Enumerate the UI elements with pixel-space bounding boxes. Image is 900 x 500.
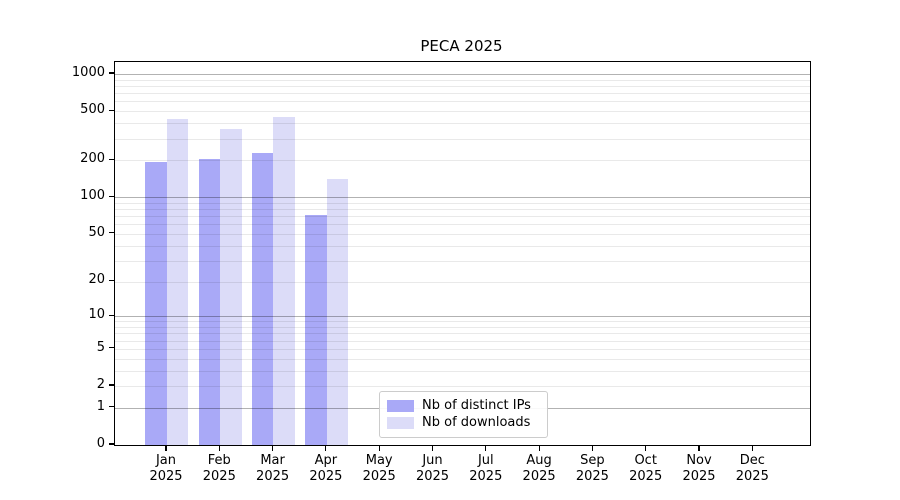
minor-gridline — [115, 79, 810, 81]
minor-gridline — [115, 111, 810, 113]
x-axis-tick-label: Mar 2025 — [256, 453, 290, 484]
x-axis-tick-label: Apr 2025 — [309, 453, 343, 484]
minor-gridline — [115, 93, 810, 95]
legend: Nb of distinct IPs Nb of downloads — [379, 391, 548, 438]
legend-label-downloads: Nb of downloads — [422, 415, 531, 430]
x-axis-tick — [431, 445, 434, 451]
minor-gridline — [115, 85, 810, 87]
y-axis-tick — [109, 232, 114, 234]
legend-swatch-distinct-ips — [387, 400, 414, 412]
y-axis-tick-label: 500 — [80, 102, 105, 118]
y-axis-tick-label: 2 — [96, 377, 105, 392]
x-axis-tick — [165, 445, 167, 451]
y-axis-tick — [109, 109, 114, 111]
x-axis-tick-label: Oct 2025 — [629, 453, 663, 484]
x-axis-tick-label: May 2025 — [362, 453, 396, 484]
y-axis-tick — [109, 314, 114, 316]
x-axis-tick — [698, 445, 700, 451]
y-axis-tick-label: 100 — [80, 188, 105, 204]
x-axis-tick — [378, 445, 380, 451]
bar-downloads-apr — [326, 179, 349, 445]
x-axis-tick-label: Jan 2025 — [149, 453, 183, 484]
legend-item-distinct-ips: Nb of distinct IPs — [387, 398, 539, 414]
x-axis-tick-label: Nov 2025 — [682, 453, 716, 484]
bar-distinct-ips-jan — [145, 162, 167, 445]
y-axis-tick — [109, 384, 114, 386]
y-axis-tick — [109, 158, 114, 160]
bar-distinct-ips-apr — [305, 215, 327, 445]
x-axis-tick — [538, 445, 540, 451]
bar-downloads-jan — [166, 118, 189, 445]
y-axis-tick — [109, 195, 114, 197]
y-axis-tick-label: 1000 — [71, 64, 105, 80]
bar-downloads-feb — [220, 129, 242, 445]
x-axis-tick — [591, 445, 593, 451]
x-axis-tick — [645, 445, 647, 451]
x-axis-tick — [751, 445, 753, 451]
y-axis-tick — [109, 347, 114, 349]
y-axis-tick — [109, 279, 114, 282]
plot-area — [114, 61, 811, 446]
legend-item-downloads: Nb of downloads — [387, 415, 539, 431]
y-axis-tick-label: 1 — [96, 398, 105, 414]
y-axis-tick-label: 20 — [88, 272, 105, 288]
minor-gridline — [115, 101, 810, 103]
major-gridline — [115, 74, 810, 75]
x-axis-tick-label: Aug 2025 — [522, 453, 556, 484]
bar-distinct-ips-feb — [198, 159, 220, 445]
chart-title: PECA 2025 — [420, 37, 503, 55]
x-axis-tick — [272, 445, 274, 451]
y-axis-tick — [109, 443, 114, 445]
minor-gridline — [115, 123, 810, 125]
x-axis-tick — [218, 445, 220, 451]
legend-label-distinct-ips: Nb of distinct IPs — [422, 398, 531, 413]
x-axis-tick-label: Jun 2025 — [415, 453, 450, 484]
y-axis-tick — [109, 72, 114, 74]
y-axis-tick-label: 5 — [96, 339, 105, 355]
legend-swatch-downloads — [387, 417, 414, 429]
x-axis-tick-label: Dec 2025 — [735, 453, 769, 484]
bar-downloads-mar — [273, 117, 295, 445]
y-axis-tick-label: 10 — [88, 307, 105, 323]
y-axis-tick — [109, 406, 114, 408]
y-axis-tick-label: 0 — [96, 436, 105, 451]
x-axis-tick-label: Feb 2025 — [202, 453, 236, 484]
bar-distinct-ips-mar — [251, 152, 274, 445]
x-axis-tick-label: Jul 2025 — [469, 453, 503, 484]
y-axis-tick-label: 50 — [88, 224, 105, 240]
x-axis-tick — [485, 445, 487, 451]
x-axis-tick-label: Sep 2025 — [575, 453, 609, 484]
y-axis-tick-label: 200 — [80, 151, 105, 167]
x-axis-tick — [325, 445, 327, 451]
